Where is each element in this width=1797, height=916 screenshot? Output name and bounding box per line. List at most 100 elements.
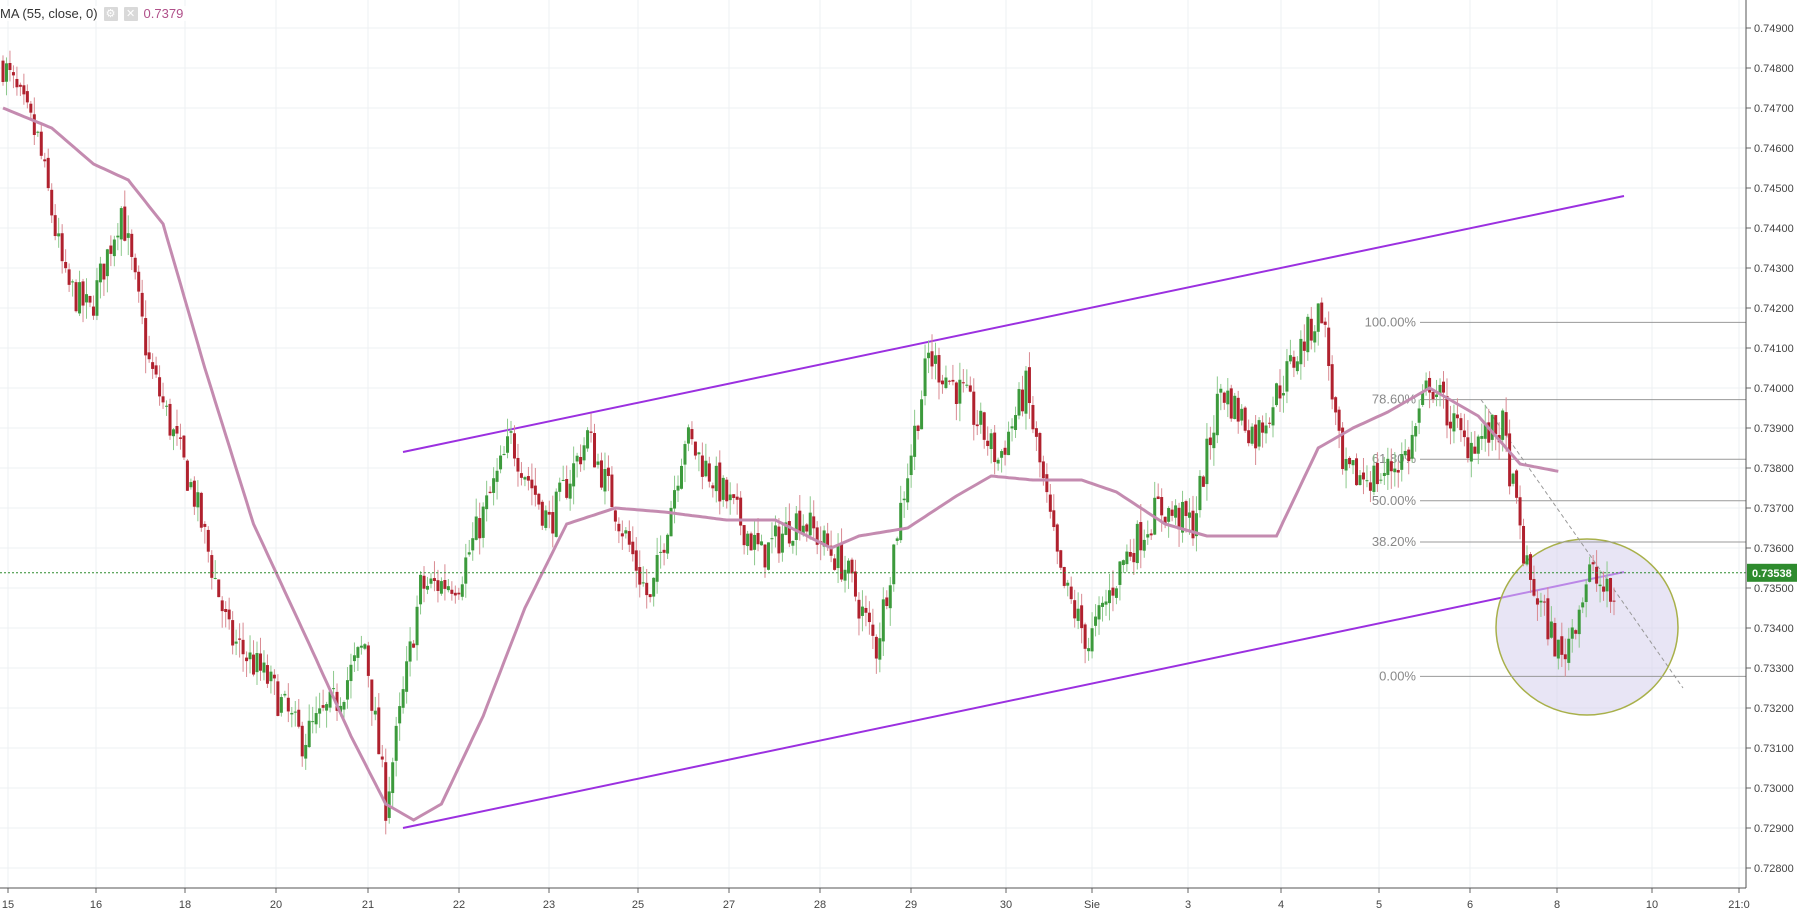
candle-body [1609,578,1613,602]
candle-body [753,534,757,550]
candle-body [81,281,85,306]
candle-body [940,380,944,385]
candle-body [613,510,617,522]
y-tick-label: 0.74600 [1754,143,1794,155]
candle-body [432,578,436,581]
candle-body [693,441,697,456]
candle-body [168,403,172,436]
candle-body [993,432,997,463]
candle-body [373,710,377,715]
candle-body [446,586,450,591]
candle-body [603,469,607,492]
candle-body [1215,393,1219,436]
candle-body [1010,426,1014,429]
candle-body [46,157,50,189]
candle-body [899,502,903,541]
candle-body [996,459,1000,464]
candle-body [561,479,565,481]
candle-body [547,511,551,515]
candle-body [269,671,273,682]
candle-body [916,425,920,431]
candle-body [1101,602,1105,607]
candle-body [453,592,457,596]
candle-body [1480,436,1484,439]
gear-icon[interactable]: ⚙ [103,6,118,21]
candle-body [206,529,210,552]
candle-body [43,159,47,162]
candle-body [165,405,169,407]
candle-body [1194,513,1198,537]
candle-body [509,431,513,433]
candle-body [895,538,899,541]
candle-body [1080,605,1084,629]
candle-body [1139,522,1143,551]
candle-body [1034,428,1038,437]
candle-body [1288,355,1292,362]
candle-body [1476,436,1480,454]
candle-body [1031,405,1035,430]
candle-body [1421,391,1425,405]
candle-body [1309,318,1313,341]
candle-body [1466,437,1470,459]
candle-body [1233,395,1237,419]
candle-body [791,540,795,546]
candle-body [342,702,346,710]
candle-body [398,706,402,724]
candle-body [1382,472,1386,476]
candle-body [91,306,95,316]
y-tick-label: 0.73100 [1754,743,1794,755]
candle-body [450,589,454,594]
candle-body [770,538,774,540]
candle-body [652,577,656,597]
channel-upper [402,195,1625,453]
candle-body [906,478,910,503]
highlight-circle [1495,538,1679,716]
candle-body [307,720,311,748]
candle-body [1567,638,1571,663]
candle-body [95,280,99,316]
candle-body [686,427,690,444]
candle-body [593,433,597,468]
y-tick-label: 0.74200 [1754,303,1794,315]
candle-body [920,399,924,430]
candle-body [1375,462,1379,485]
candle-body [425,585,429,590]
candle-body [161,396,165,403]
candle-body [645,582,649,596]
y-tick-label: 0.73200 [1754,703,1794,715]
candle-body [812,516,816,529]
candle-body [1261,422,1265,433]
candle-body [1612,600,1616,602]
candle-body [756,533,760,545]
candle-body [909,455,913,476]
close-icon[interactable]: ✕ [123,6,138,21]
candle-body [934,355,938,364]
x-tick-label: 21 [362,899,374,911]
candle-body [881,599,885,642]
candle-body [401,689,405,708]
candle-body [1455,414,1459,419]
candle-body [1271,407,1275,426]
candle-body [659,551,663,553]
candle-body [568,483,572,499]
candle-body [419,574,423,605]
candle-body [610,474,614,508]
candle-body [648,594,652,598]
candle-body [1368,482,1372,491]
candle-body [1584,584,1588,603]
candle-body [1306,316,1310,353]
candle-body [283,693,287,696]
x-tick-label: 20 [270,899,282,911]
candle-body [850,559,854,574]
y-tick-label: 0.73900 [1754,423,1794,435]
candle-body [429,578,433,584]
candle-body [1504,412,1508,436]
candle-body [1351,460,1355,466]
candle-body [1017,389,1021,416]
candle-body [867,612,871,623]
candle-body [1041,461,1045,479]
candle-body [1020,389,1024,412]
